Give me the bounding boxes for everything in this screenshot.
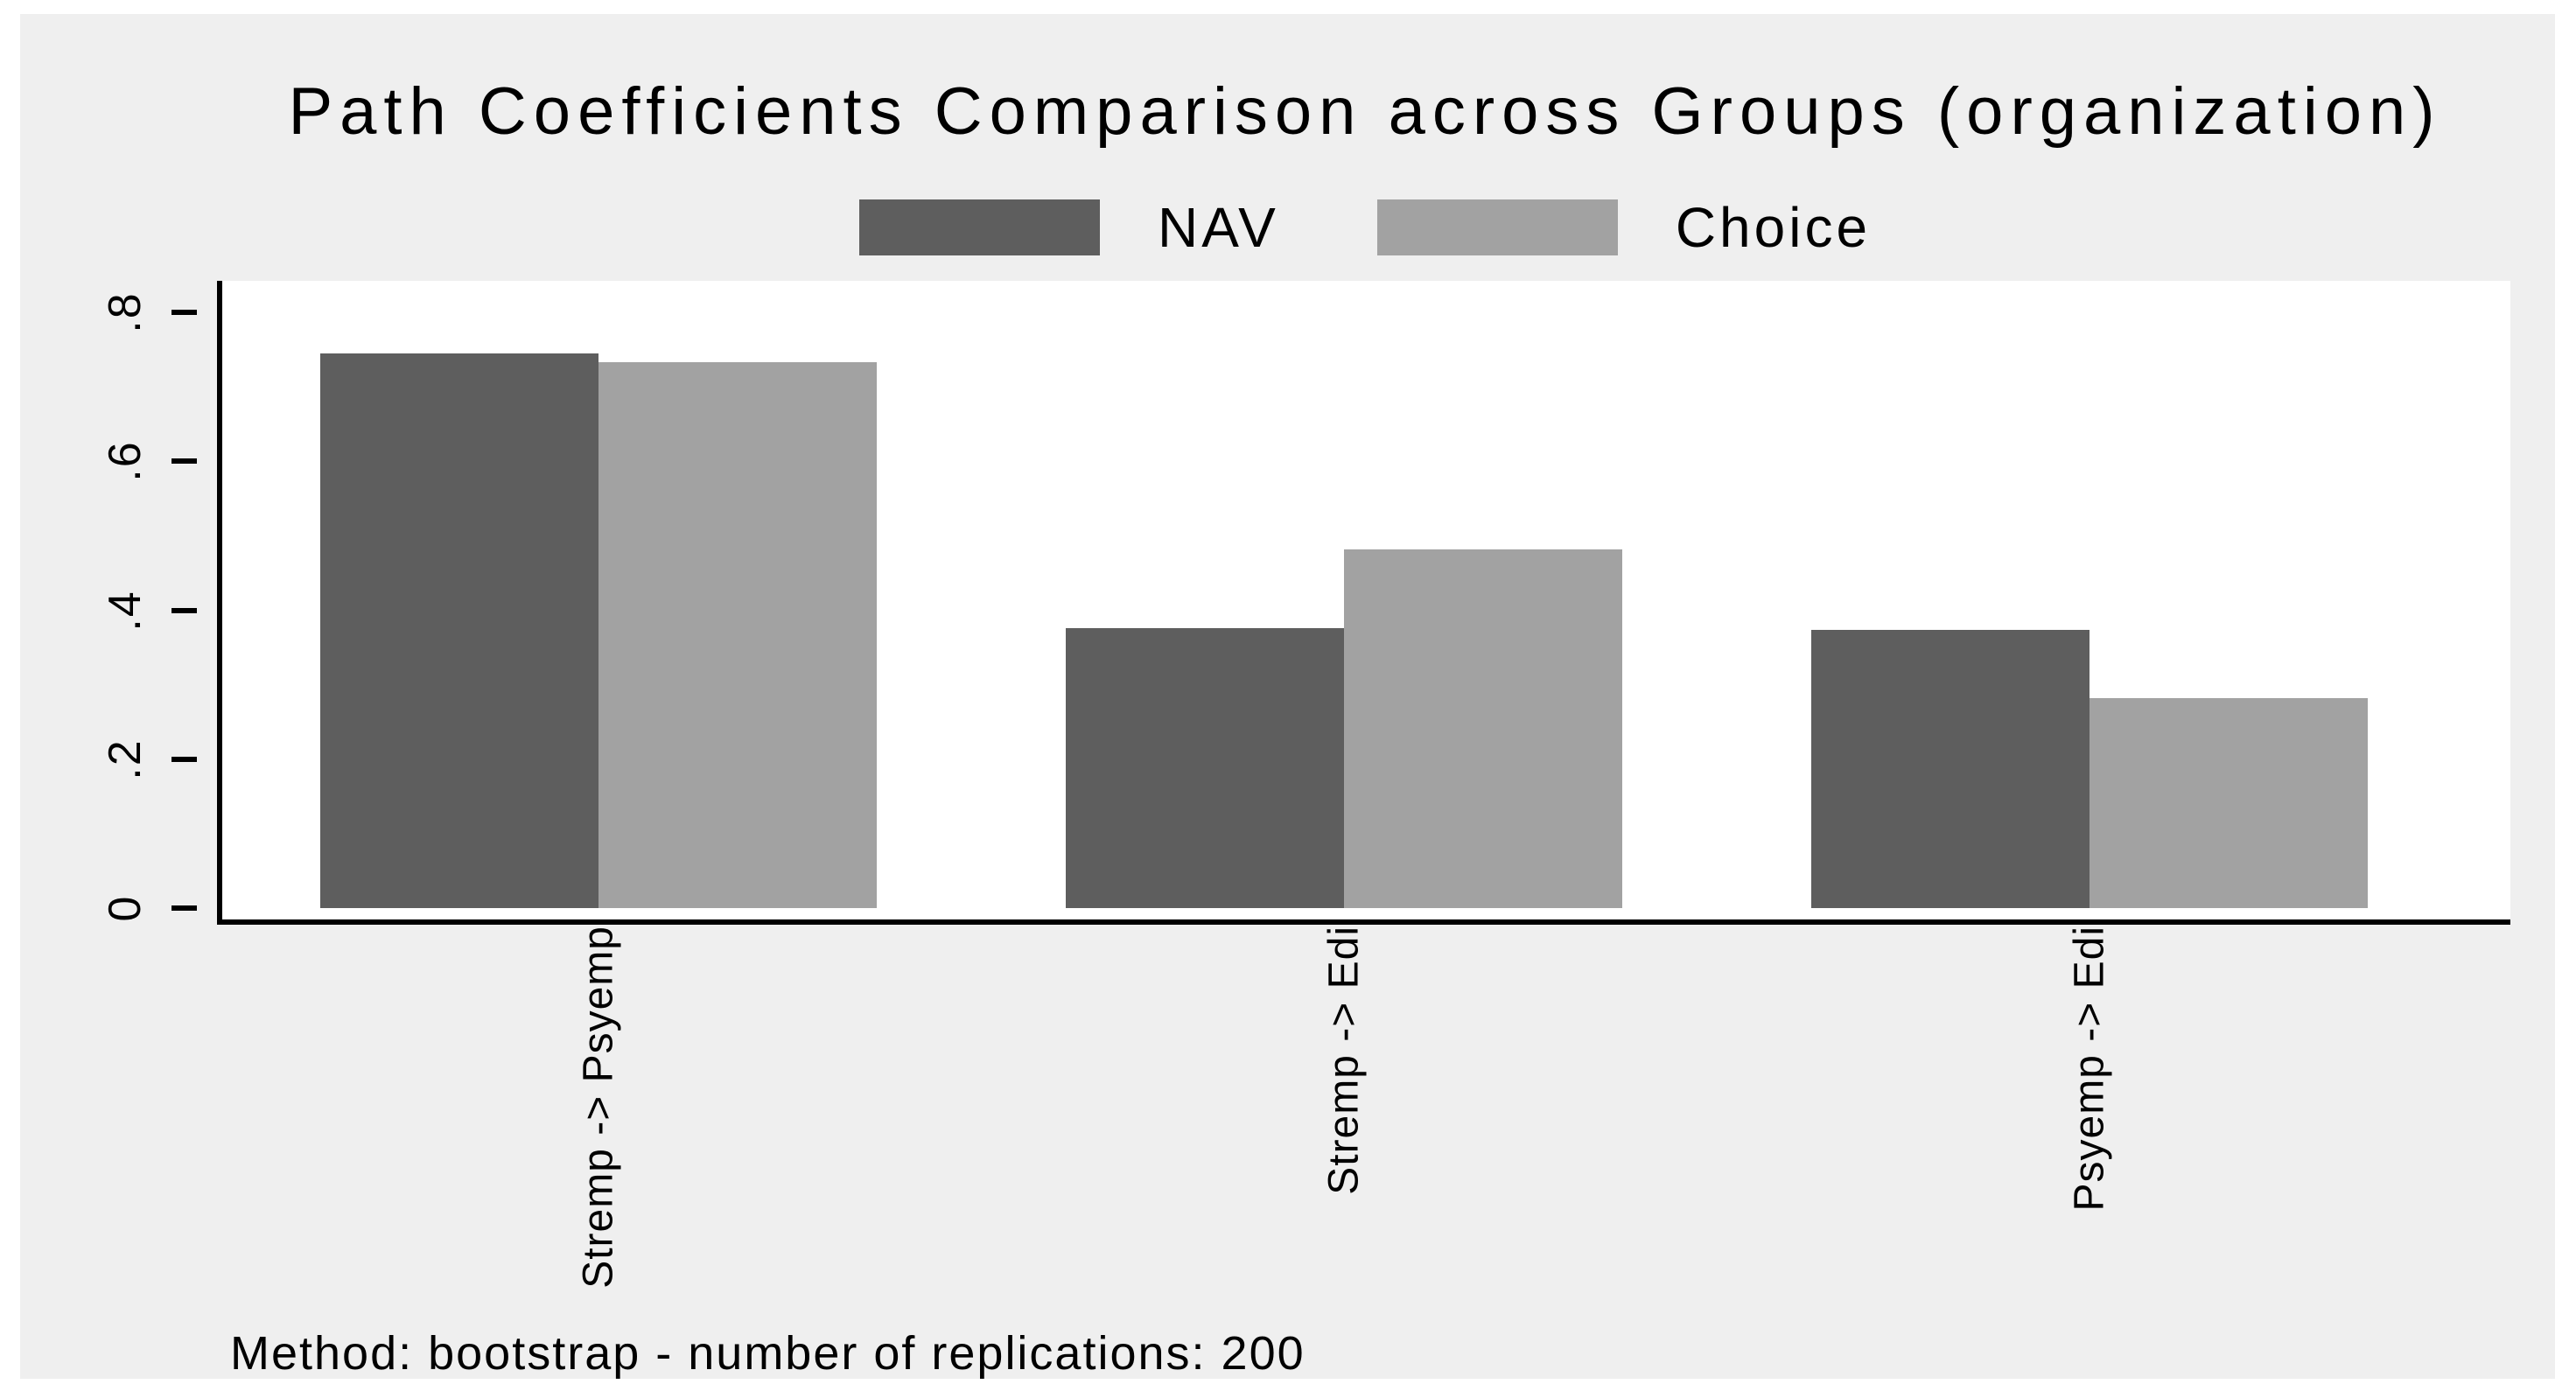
- legend-label-choice: Choice: [1675, 196, 1872, 259]
- y-tick-.2: [172, 757, 197, 762]
- y-tick-0: [172, 905, 197, 911]
- bar-choice-cat1: [598, 362, 877, 908]
- y-tick-.6: [172, 458, 197, 464]
- legend-label-nav: NAV: [1157, 196, 1279, 259]
- legend-item-choice: Choice: [1376, 195, 1872, 260]
- y-tick-label-.6: .6: [100, 440, 150, 482]
- bar-nav-cat3: [1811, 630, 2090, 908]
- legend-swatch-nav-icon: [858, 199, 1100, 255]
- x-category-label-2: Stremp -> Edi: [1320, 926, 1368, 1195]
- graph-canvas: Path Coefficients Comparison across Grou…: [20, 14, 2555, 1380]
- page-title: Path Coefficients Comparison across Grou…: [288, 74, 2442, 149]
- y-tick-label-.2: .2: [100, 738, 150, 780]
- legend-item-nav: NAV: [858, 195, 1279, 260]
- bar-choice-cat3: [2090, 698, 2368, 908]
- x-category-label-1: Stremp -> Psyemp: [575, 926, 622, 1289]
- legend-swatch-choice-icon: [1376, 199, 1618, 255]
- method-note: Method: bootstrap - number of replicatio…: [230, 1327, 1306, 1380]
- bar-choice-cat2: [1344, 549, 1622, 908]
- y-tick-label-.8: .8: [100, 291, 150, 333]
- y-tick-label-0: 0: [100, 894, 150, 922]
- bar-nav-cat1: [320, 353, 598, 908]
- x-axis: [217, 919, 2510, 925]
- y-axis: [217, 281, 222, 925]
- y-tick-label-.4: .4: [100, 590, 150, 632]
- y-tick-.4: [172, 608, 197, 613]
- x-category-label-3: Psyemp -> Edi: [2066, 926, 2113, 1212]
- bar-nav-cat2: [1066, 628, 1344, 908]
- legend: NAV Choice: [219, 196, 2511, 259]
- y-tick-.8: [172, 310, 197, 315]
